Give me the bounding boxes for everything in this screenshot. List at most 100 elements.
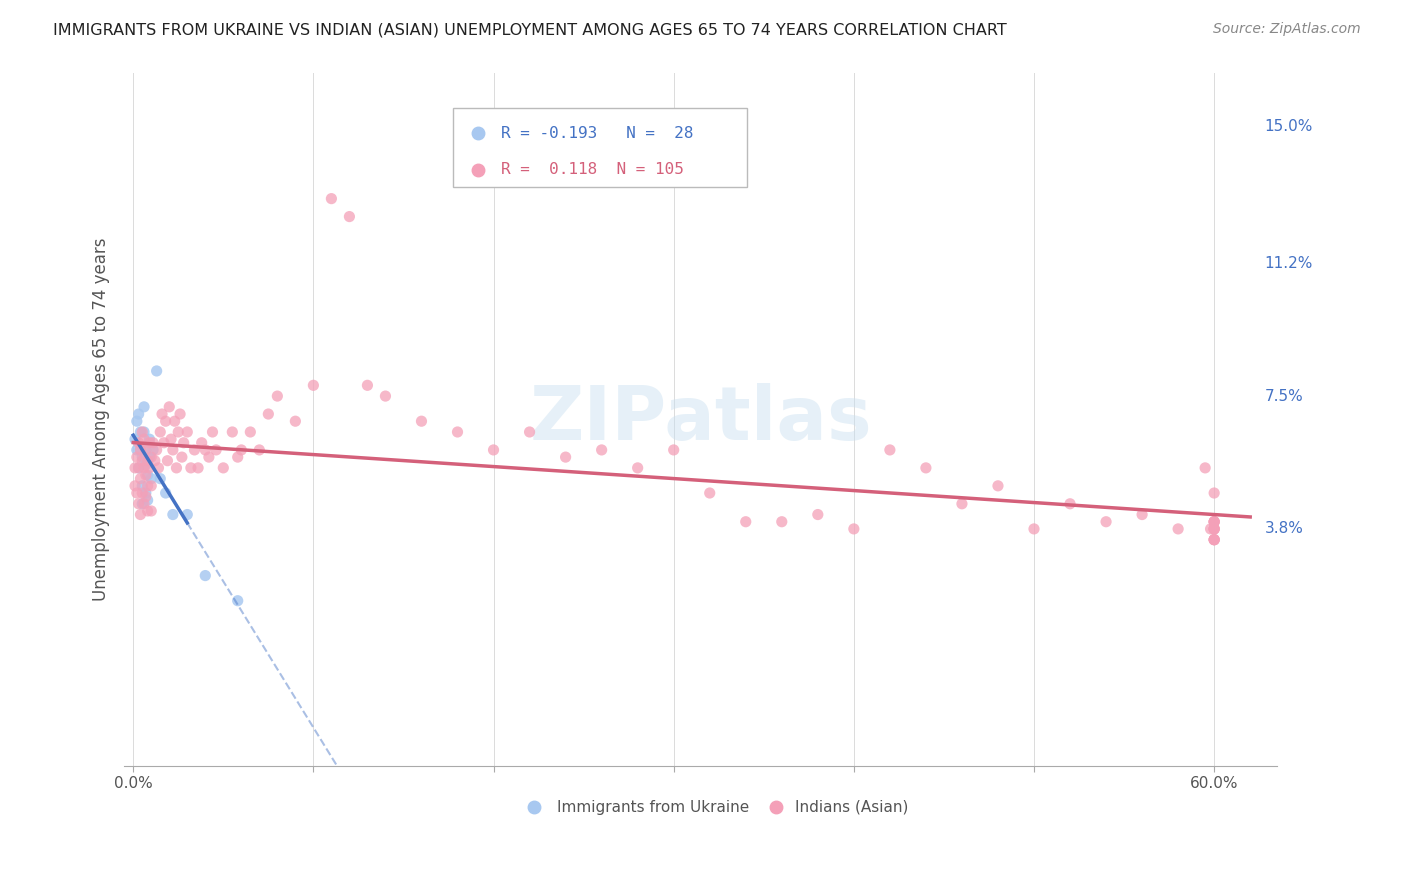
Point xyxy=(734,515,756,529)
Point xyxy=(879,442,901,457)
Point xyxy=(129,472,152,486)
Point xyxy=(124,432,146,446)
Point xyxy=(1204,533,1226,547)
Text: R = -0.193   N =  28: R = -0.193 N = 28 xyxy=(502,126,693,141)
Point xyxy=(128,461,150,475)
Point xyxy=(627,461,650,475)
Point xyxy=(662,442,685,457)
Point xyxy=(138,461,160,475)
Text: R =  0.118  N = 105: R = 0.118 N = 105 xyxy=(502,162,685,178)
Point xyxy=(1204,522,1226,536)
Point xyxy=(194,442,217,457)
Point xyxy=(142,435,165,450)
Point xyxy=(153,435,176,450)
Point xyxy=(284,414,307,428)
Point xyxy=(1199,522,1222,536)
Point xyxy=(136,504,159,518)
Point xyxy=(166,461,188,475)
Point xyxy=(321,192,343,206)
Point xyxy=(129,442,152,457)
Point xyxy=(124,479,146,493)
Point xyxy=(987,479,1010,493)
Point xyxy=(125,414,148,428)
Point xyxy=(190,435,212,450)
Point xyxy=(128,435,150,450)
Point xyxy=(131,453,153,467)
Point xyxy=(162,508,184,522)
Point xyxy=(173,435,195,450)
Point xyxy=(160,432,183,446)
Point xyxy=(1204,533,1226,547)
Point xyxy=(136,479,159,493)
Point xyxy=(138,450,160,464)
Point xyxy=(138,435,160,450)
Point xyxy=(950,497,973,511)
Point xyxy=(1204,515,1226,529)
Point xyxy=(150,407,173,421)
Point xyxy=(187,461,209,475)
Point xyxy=(770,515,793,529)
Text: 11.2%: 11.2% xyxy=(1264,256,1313,271)
Point xyxy=(131,497,153,511)
Point xyxy=(339,210,361,224)
Point xyxy=(131,479,153,493)
Text: Source: ZipAtlas.com: Source: ZipAtlas.com xyxy=(1213,22,1361,37)
Text: Indians (Asian): Indians (Asian) xyxy=(796,800,908,815)
Point xyxy=(699,486,721,500)
Point xyxy=(1059,497,1081,511)
Point xyxy=(169,407,191,421)
Point xyxy=(807,508,830,522)
Point xyxy=(162,442,184,457)
Point xyxy=(247,442,270,457)
Text: ZIPatlas: ZIPatlas xyxy=(530,383,872,456)
Point xyxy=(1204,515,1226,529)
Point xyxy=(129,442,152,457)
Point xyxy=(183,442,205,457)
Point xyxy=(198,450,221,464)
Point xyxy=(132,461,155,475)
Point xyxy=(1204,515,1226,529)
Text: IMMIGRANTS FROM UKRAINE VS INDIAN (ASIAN) UNEMPLOYMENT AMONG AGES 65 TO 74 YEARS: IMMIGRANTS FROM UKRAINE VS INDIAN (ASIAN… xyxy=(53,22,1007,37)
Point xyxy=(131,450,153,464)
Point xyxy=(226,593,249,607)
Point xyxy=(132,432,155,446)
Text: 7.5%: 7.5% xyxy=(1264,389,1303,403)
Point xyxy=(1204,522,1226,536)
Point xyxy=(135,490,157,504)
Point xyxy=(125,450,148,464)
Point xyxy=(128,407,150,421)
Point xyxy=(482,442,505,457)
Point xyxy=(1130,508,1153,522)
Point xyxy=(1204,486,1226,500)
Point xyxy=(125,442,148,457)
Point xyxy=(135,442,157,457)
Point xyxy=(226,450,249,464)
Point xyxy=(141,479,163,493)
Point xyxy=(148,461,170,475)
Point xyxy=(842,522,865,536)
Point xyxy=(1204,522,1226,536)
Point xyxy=(157,400,180,414)
Point xyxy=(170,450,193,464)
Text: Immigrants from Ukraine: Immigrants from Ukraine xyxy=(557,800,749,815)
Point xyxy=(135,468,157,483)
Point xyxy=(145,442,167,457)
Point xyxy=(519,425,541,439)
Point xyxy=(1095,515,1118,529)
Point xyxy=(1022,522,1045,536)
Point xyxy=(231,442,253,457)
Point xyxy=(142,442,165,457)
Point xyxy=(591,442,613,457)
Point xyxy=(125,486,148,500)
Point xyxy=(143,453,166,467)
Point xyxy=(163,414,186,428)
Point xyxy=(155,414,177,428)
Point xyxy=(194,568,217,582)
Point xyxy=(446,425,468,439)
Point xyxy=(201,425,224,439)
Point xyxy=(132,400,155,414)
Point xyxy=(132,497,155,511)
Point xyxy=(156,453,179,467)
Point xyxy=(266,389,288,403)
Point xyxy=(141,472,163,486)
